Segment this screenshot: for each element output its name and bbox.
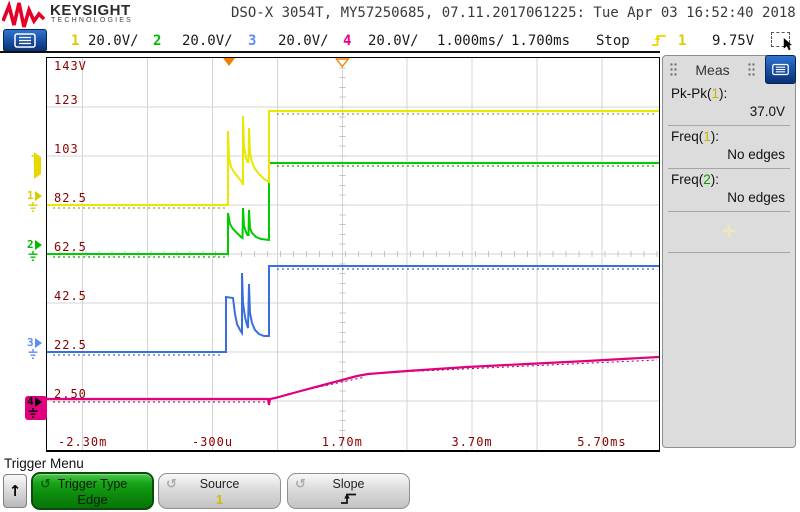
divider [668,252,790,253]
brand-name: KEYSIGHT [50,2,131,19]
softkey-source[interactable]: ↺ Source 1 [158,473,281,509]
rising-edge-icon [341,493,356,504]
rotary-knob-icon: ↺ [295,477,306,492]
ch1-number[interactable]: 1 [71,33,80,49]
measurement-row-freq1[interactable]: Freq(1): No edges [663,126,795,168]
menu-title: Trigger Menu [4,456,84,471]
ground-icon [28,202,38,212]
trigger-letter: T [31,153,39,167]
brand-subtitle: TECHNOLOGIES [51,17,134,24]
window-title: DSO-X 3054T, MY57250685, 07.11.201706122… [231,5,796,21]
ch2-scale[interactable]: 20.0V/ [182,33,233,49]
measurement-value: No edges [727,147,785,162]
ch3-number[interactable]: 3 [248,33,257,49]
softkey-slope[interactable]: ↺ Slope [287,473,410,509]
timebase-setting[interactable]: 1.000ms/ [437,33,505,49]
waveform-plot [47,58,659,450]
right-arrow-icon [34,397,42,407]
measurement-row-pkpk1[interactable]: Pk-Pk(1): 37.0V [663,83,795,125]
keysight-logo-icon [2,1,46,28]
softkey-trigger-type[interactable]: ↺ Trigger Type Edge [31,472,154,510]
ground-icon [28,408,38,418]
rotary-knob-icon: ↺ [166,477,177,492]
ch2-number[interactable]: 2 [153,33,162,49]
run-state[interactable]: Stop [596,33,630,49]
channel2-ground-marker[interactable]: 2 [27,239,46,261]
grip-dots-icon[interactable] [748,63,755,76]
menu-icon [772,63,789,76]
measurement-panel: Meas Pk-Pk(1): 37.0V Freq(1): No [662,55,796,448]
measurement-row-freq2[interactable]: Freq(2): No edges [663,169,795,211]
channel1-ground-marker[interactable]: 1 [27,190,46,212]
up-arrow-icon: ↑ [8,482,22,500]
trigger-level-marker[interactable]: T [31,152,45,179]
divider [668,168,790,169]
selection-cursor-icon[interactable] [771,32,793,51]
measurement-value: 37.0V [749,104,785,119]
ch1-scale[interactable]: 20.0V/ [88,33,139,49]
ground-icon [28,251,38,261]
ground-icon [28,349,38,359]
divider [668,125,790,126]
grip-dots-icon[interactable] [670,63,677,76]
right-arrow-icon [34,338,42,348]
waveform-display-area: 143V 123 103 82.5 62.5 42.5 22.5 2.50 -2.30m -300… [46,57,660,452]
channel3-ground-marker[interactable]: 3 [27,337,46,359]
measurement-panel-title: Meas [695,61,730,78]
right-arrow-icon [34,240,42,250]
trigger-slope-icon [652,35,666,46]
measurement-menu-button[interactable] [765,55,796,84]
measurement-value: No edges [727,190,785,205]
menu-icon [14,33,36,48]
menu-back-button[interactable]: ↑ [3,474,27,508]
channel4-ground-marker[interactable]: 4 [25,396,47,420]
rotary-knob-icon: ↺ [40,477,51,492]
trigger-source[interactable]: 1 [678,33,687,49]
divider [668,211,790,212]
ch4-scale[interactable]: 20.0V/ [368,33,419,49]
right-arrow-icon [34,152,41,179]
main-menu-button[interactable] [3,29,47,52]
delay-setting[interactable]: 1.700ms [511,33,571,49]
right-arrow-icon [34,191,42,201]
mouse-pointer-icon [783,38,793,51]
ch3-scale[interactable]: 20.0V/ [278,33,329,49]
add-measurement-button[interactable]: + [721,218,736,245]
measurement-panel-titlebar: Meas [663,55,796,84]
ch4-number[interactable]: 4 [343,33,352,49]
trigger-level[interactable]: 9.75V [712,33,755,49]
statusbar-separator [0,51,660,53]
